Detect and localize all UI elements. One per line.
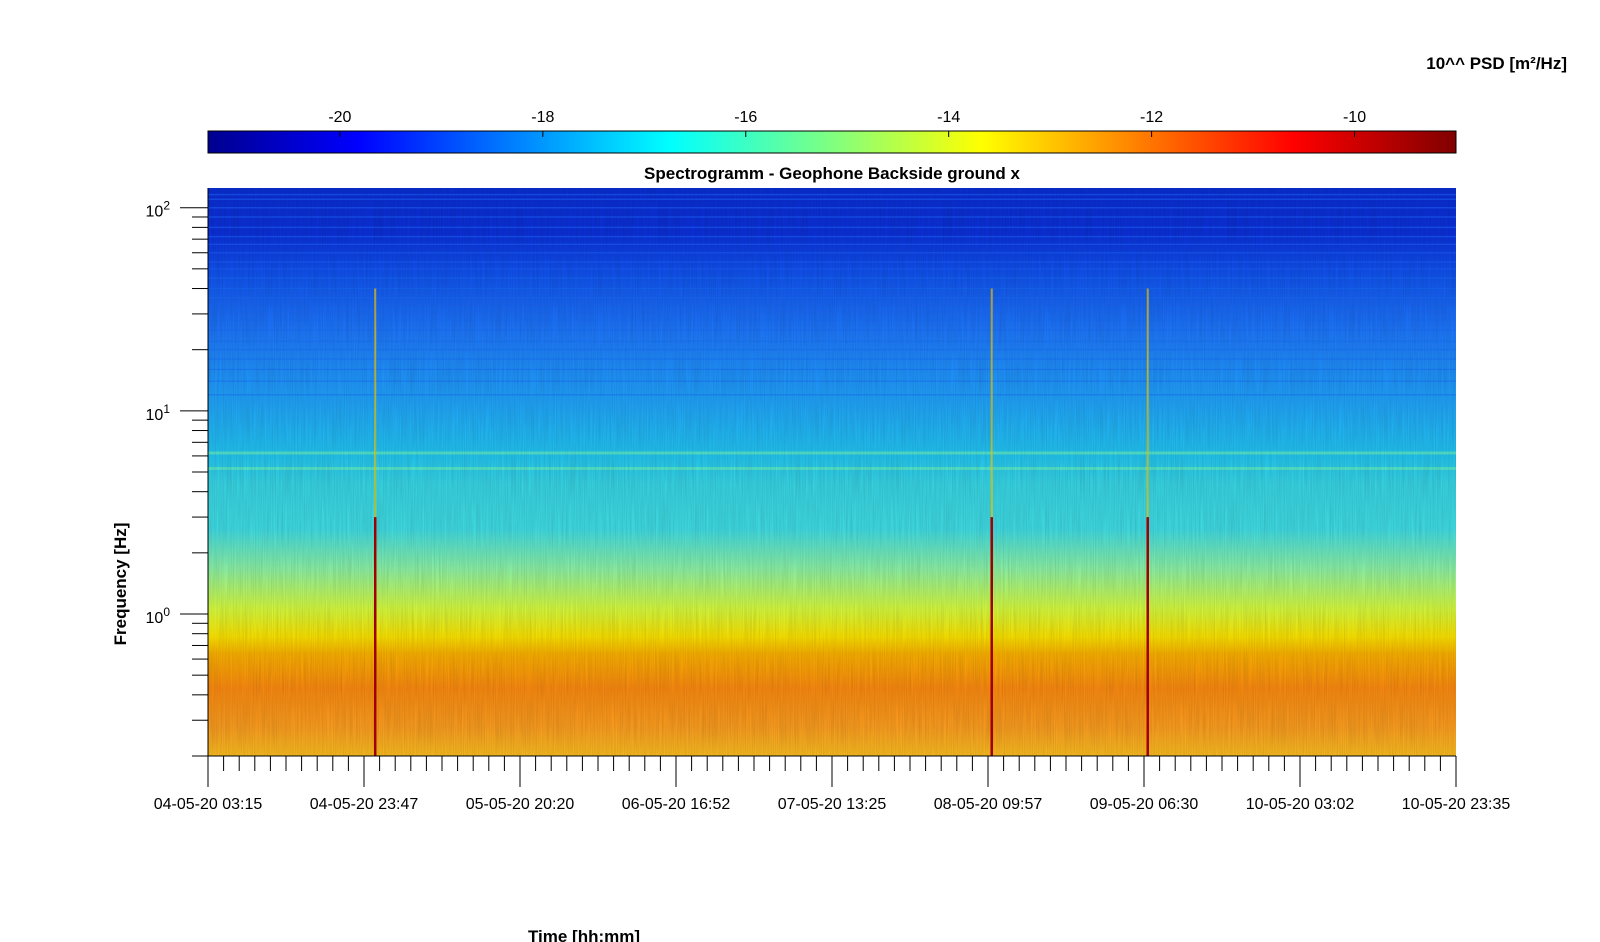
- y-tick-label: 102: [146, 199, 171, 221]
- x-tick-label: 04-05-20 03:15: [154, 796, 263, 813]
- x-tick-label: 04-05-20 23:47: [310, 796, 419, 813]
- x-axis-label: Time [hh:mm]: [528, 927, 640, 942]
- colorbar-tick-label: -20: [328, 109, 351, 126]
- x-tick-label: 10-05-20 03:02: [1246, 796, 1355, 813]
- x-tick-label: 06-05-20 16:52: [622, 796, 731, 813]
- y-ticks: 100 101 102: [146, 199, 208, 757]
- colorbar: -20 -18 -16 -14 -12 -10: [207, 109, 1457, 154]
- colorbar-ticks: -20 -18 -16 -14 -12 -10: [328, 109, 1366, 137]
- y-tick-label: 101: [146, 402, 171, 424]
- spectrogram-texture: [208, 188, 1456, 756]
- spectrogram-plot-area: [208, 188, 1456, 756]
- colorbar-tick-label: -10: [1343, 109, 1366, 126]
- x-tick-label: 08-05-20 09:57: [934, 796, 1043, 813]
- x-axis: 04-05-20 03:15 04-05-20 23:47 05-05-20 20:…: [154, 755, 1511, 813]
- x-ticks: 04-05-20 03:15 04-05-20 23:47 05-05-20 20:…: [154, 756, 1511, 813]
- y-axis-label: Frequency [Hz]: [111, 523, 130, 646]
- chart-title: Spectrogramm - Geophone Backside ground …: [644, 164, 1021, 183]
- y-axis: 100 101 102: [146, 188, 209, 757]
- x-tick-label: 09-05-20 06:30: [1090, 796, 1199, 813]
- colorbar-tick-label: -16: [734, 109, 757, 126]
- colorbar-tick-label: -18: [531, 109, 554, 126]
- colorbar-tick-label: -12: [1140, 109, 1163, 126]
- colorbar-tick-label: -14: [937, 109, 960, 126]
- colorbar-label: 10^^ PSD [m²/Hz]: [1426, 54, 1567, 73]
- x-tick-label: 05-05-20 20:20: [466, 796, 575, 813]
- y-tick-label: 100: [146, 605, 171, 627]
- x-tick-label: 07-05-20 13:25: [778, 796, 887, 813]
- colorbar-gradient: [207, 130, 1457, 154]
- x-tick-label: 10-05-20 23:35: [1402, 796, 1511, 813]
